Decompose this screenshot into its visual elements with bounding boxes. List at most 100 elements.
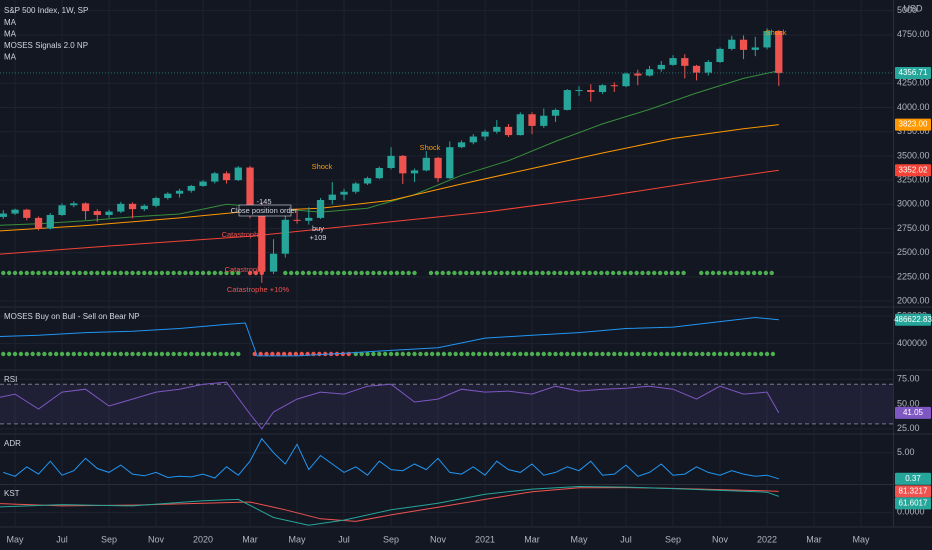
price-label-box xyxy=(895,164,931,177)
x-tick-label: Mar xyxy=(806,534,822,544)
signal-dot xyxy=(728,270,733,276)
signal-dot xyxy=(476,351,482,357)
signal-dot xyxy=(147,351,153,357)
candle-body xyxy=(222,173,231,181)
signal-dot xyxy=(659,351,664,357)
signal-dot xyxy=(570,351,576,357)
signal-dot xyxy=(18,270,24,276)
signal-dot xyxy=(335,270,341,276)
signal-dot xyxy=(382,270,388,276)
signal-dot xyxy=(276,351,281,357)
signal-dot xyxy=(177,351,182,357)
candle-body xyxy=(152,198,160,206)
panel-title: RSI xyxy=(4,375,17,384)
signal-dot xyxy=(534,270,539,276)
candle-body xyxy=(410,170,419,174)
signal-dot xyxy=(200,351,206,357)
line-series xyxy=(0,381,780,430)
candle-body xyxy=(469,136,477,143)
signal-dot xyxy=(616,270,622,276)
candle-body xyxy=(457,142,466,148)
signal-dot xyxy=(453,351,458,357)
signal-dot xyxy=(224,270,229,276)
y-tick-label: 3250.00 xyxy=(897,174,930,184)
signal-dot xyxy=(194,351,200,357)
signal-dot xyxy=(147,270,153,276)
signal-dot xyxy=(635,351,640,357)
y-tick-label: 3000.00 xyxy=(897,199,930,209)
signal-dot xyxy=(200,270,206,276)
x-tick-label: Jul xyxy=(56,534,68,544)
signal-dot xyxy=(535,351,541,357)
candle-body xyxy=(645,69,654,76)
signal-dot xyxy=(723,351,729,357)
signal-dot xyxy=(623,351,629,357)
x-tick-label: Mar xyxy=(242,534,258,544)
signal-dot xyxy=(365,270,370,276)
signal-dot xyxy=(206,351,212,357)
signal-dot xyxy=(617,351,623,357)
signal-dot xyxy=(569,270,575,276)
indicator-label: MOSES Signals 2.0 NP xyxy=(4,41,88,50)
candle-body xyxy=(293,219,301,221)
signal-dot xyxy=(575,270,581,276)
x-tick-label: Sep xyxy=(665,534,681,544)
candle-body xyxy=(481,131,489,137)
candle-body xyxy=(11,209,19,214)
y-tick-label: 4750.00 xyxy=(897,29,930,39)
y-tick-label: 2000.00 xyxy=(897,296,930,306)
candle-body xyxy=(446,147,454,179)
signal-dot xyxy=(400,270,405,276)
signal-dot xyxy=(264,351,269,357)
candle-body xyxy=(634,73,642,76)
signal-dot xyxy=(324,270,329,276)
signal-dot xyxy=(400,351,405,357)
candle-body xyxy=(258,208,266,272)
price-label-box xyxy=(895,66,931,79)
signal-dot xyxy=(541,351,546,357)
candle-body xyxy=(728,39,736,49)
signal-dot xyxy=(6,270,12,276)
candle-body xyxy=(281,219,289,254)
price-label-box xyxy=(895,497,931,510)
signal-dot xyxy=(629,351,635,357)
signal-dot xyxy=(471,351,476,357)
signal-dot xyxy=(582,351,588,357)
signal-dot xyxy=(340,351,346,357)
x-tick-label: Jul xyxy=(620,534,632,544)
signal-dot xyxy=(377,270,382,276)
candle-body xyxy=(387,155,395,169)
candle-body xyxy=(399,155,407,174)
signal-dot xyxy=(512,351,517,357)
candle-body xyxy=(175,190,184,194)
signal-dot xyxy=(641,351,646,357)
signal-dot xyxy=(53,351,59,357)
annotation: buy xyxy=(312,224,324,233)
indicator-label: MA xyxy=(4,53,17,62)
x-tick-label: 2020 xyxy=(193,534,213,544)
signal-dot xyxy=(77,351,82,357)
signal-dot xyxy=(434,270,440,276)
y-tick-label: 2250.00 xyxy=(897,271,930,281)
signal-dot xyxy=(36,270,41,276)
signal-dot xyxy=(640,270,645,276)
signal-dot xyxy=(469,270,475,276)
signal-dot xyxy=(528,270,534,276)
signal-dot xyxy=(588,351,593,357)
annotation: Shock xyxy=(312,162,333,171)
signal-dot xyxy=(42,270,47,276)
line-series xyxy=(0,485,779,526)
candle-body xyxy=(128,203,137,210)
signal-dot xyxy=(482,351,488,357)
signal-dot xyxy=(142,351,147,357)
signal-dot xyxy=(587,270,592,276)
signal-dot xyxy=(546,270,551,276)
annotation: +109 xyxy=(310,233,327,242)
signal-dot xyxy=(77,270,82,276)
signal-dot xyxy=(377,351,382,357)
price-label: 3352.02 xyxy=(899,165,928,174)
y-tick-label: 400000 xyxy=(897,338,927,348)
signal-dot xyxy=(646,270,651,276)
price-label: 41.05 xyxy=(903,408,924,417)
candle-body xyxy=(716,48,724,62)
